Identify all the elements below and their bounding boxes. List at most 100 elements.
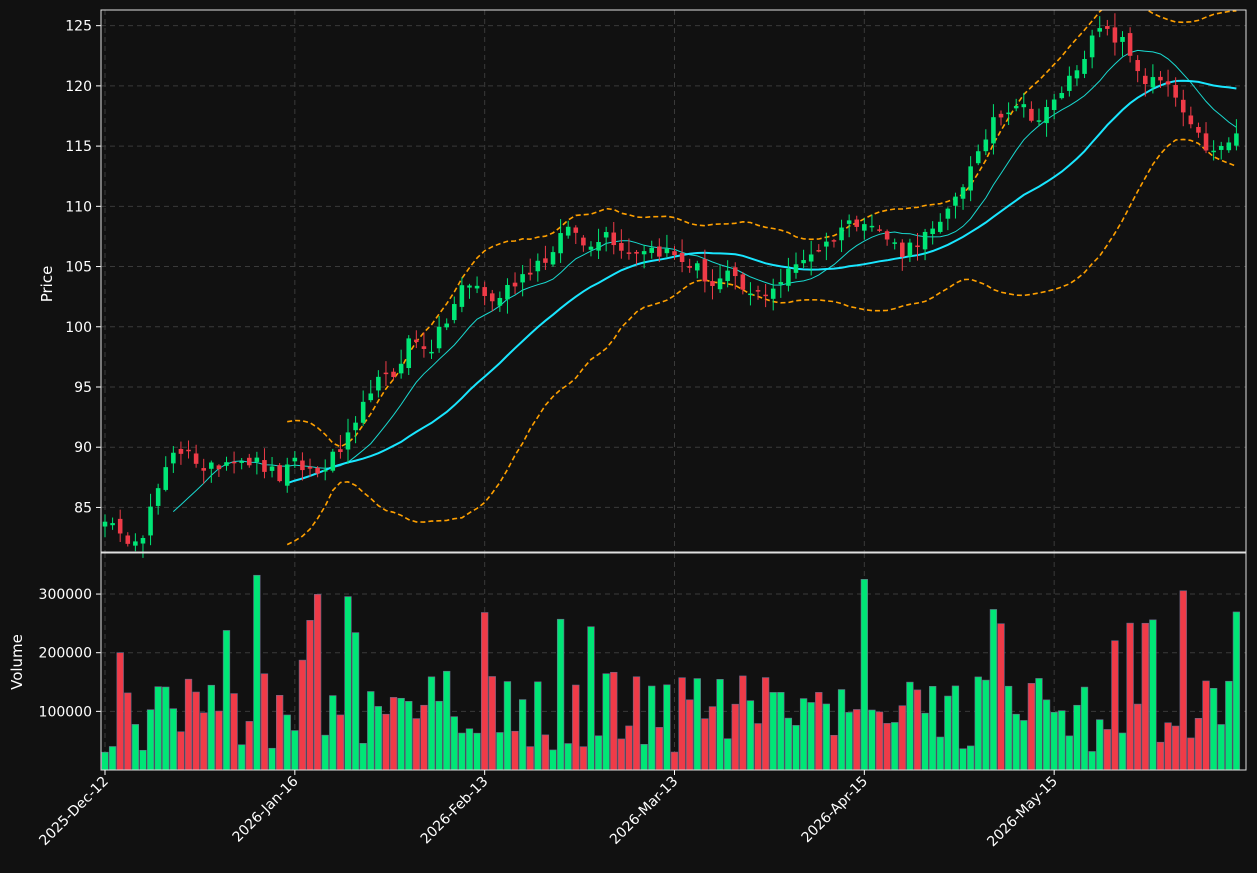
volume-bar	[177, 731, 185, 771]
volume-bar	[420, 704, 428, 771]
volume-bar	[184, 678, 193, 771]
candle-body	[368, 393, 374, 401]
candle-body	[687, 265, 692, 268]
price-tick-label: 120	[65, 79, 92, 95]
volume-bar	[450, 716, 458, 771]
candle-body	[1150, 77, 1156, 88]
volume-bar	[541, 734, 550, 771]
volume-tick-label: 100000	[39, 704, 92, 720]
candle-body	[922, 231, 928, 250]
candle-body	[877, 229, 882, 231]
candle-body	[732, 267, 738, 277]
candle-body	[246, 457, 252, 466]
candle-body	[452, 304, 457, 321]
ma-long-line	[286, 79, 1237, 485]
candle-body	[527, 272, 533, 275]
volume-bar	[663, 684, 671, 771]
volume-panel-frame	[100, 552, 1247, 771]
volume-bar	[1103, 729, 1111, 771]
candle-body	[1051, 99, 1057, 111]
volume-bar	[1134, 703, 1142, 771]
candle-body	[338, 449, 343, 453]
candle-body	[186, 449, 191, 452]
volume-bar	[1156, 741, 1165, 771]
volume-bar	[959, 748, 967, 771]
candle-body	[277, 465, 282, 482]
volume-bar	[1141, 622, 1149, 771]
candle-body	[1165, 81, 1171, 85]
candle-body	[1006, 112, 1011, 115]
candle-body	[915, 245, 920, 248]
price-tick-label: 105	[65, 260, 92, 276]
candle-body	[1112, 27, 1118, 43]
price-panel-frame	[100, 9, 1247, 553]
volume-bar	[929, 686, 937, 771]
bollinger-lower-line	[286, 138, 1237, 546]
volume-tick-label: 300000	[39, 587, 92, 603]
candle-body	[148, 506, 153, 536]
candle-body	[664, 248, 670, 254]
candle-body	[588, 246, 594, 250]
volume-bar	[488, 676, 496, 771]
candle-body	[140, 538, 146, 544]
volume-bar	[799, 698, 808, 771]
candle-body	[1013, 105, 1019, 109]
candle-body	[421, 346, 427, 349]
volume-bar	[549, 749, 557, 771]
candle-body	[292, 457, 298, 462]
volume-bar	[238, 744, 246, 771]
volume-bar	[556, 618, 565, 771]
candle-body	[748, 293, 753, 296]
volume-bar	[1225, 680, 1233, 771]
candle-body	[429, 351, 434, 354]
candle-body	[239, 461, 244, 463]
volume-bar	[374, 706, 383, 771]
volume-bar	[473, 732, 481, 771]
volume-bar	[1050, 711, 1058, 771]
volume-bar	[481, 612, 489, 771]
candle-body	[1074, 70, 1080, 79]
candle-body	[603, 232, 609, 238]
volume-bar	[534, 681, 542, 771]
volume-bar	[389, 697, 398, 771]
volume-bar	[1164, 722, 1172, 771]
candle-body	[953, 196, 958, 206]
volume-bar	[283, 714, 291, 771]
candle-body	[937, 221, 943, 232]
candle-body	[558, 233, 563, 254]
candle-body	[565, 226, 571, 236]
candle-body	[1044, 107, 1049, 124]
candle-body	[786, 268, 791, 286]
volume-bar	[435, 700, 443, 771]
candle-body	[717, 278, 723, 290]
volume-bar	[777, 692, 785, 771]
candle-body	[178, 448, 184, 454]
volume-bar	[1194, 718, 1203, 771]
volume-bar	[602, 673, 610, 771]
volume-bar	[989, 609, 998, 771]
candle-body	[710, 281, 715, 286]
volume-bar	[268, 747, 276, 771]
candle-body	[793, 264, 799, 273]
volume-bar	[503, 681, 512, 771]
volume-bar	[724, 738, 732, 771]
candle-body	[110, 523, 115, 526]
candle-body	[224, 462, 229, 466]
candle-body	[770, 288, 776, 299]
candle-body	[960, 187, 966, 199]
volume-bar	[222, 630, 231, 771]
candle-body	[778, 282, 784, 285]
candle-body	[117, 518, 123, 534]
price-tick-label: 115	[65, 139, 92, 155]
candle-body	[345, 432, 351, 450]
volume-bar	[1042, 699, 1051, 771]
candle-body	[436, 326, 442, 349]
volume-bar	[632, 676, 641, 771]
volume-bar	[686, 699, 694, 771]
candle-body	[315, 467, 320, 474]
candle-body	[1097, 28, 1103, 32]
volume-bar	[192, 691, 200, 771]
volume-bar	[496, 732, 504, 771]
candle-body	[619, 243, 624, 251]
volume-bar	[162, 686, 170, 771]
